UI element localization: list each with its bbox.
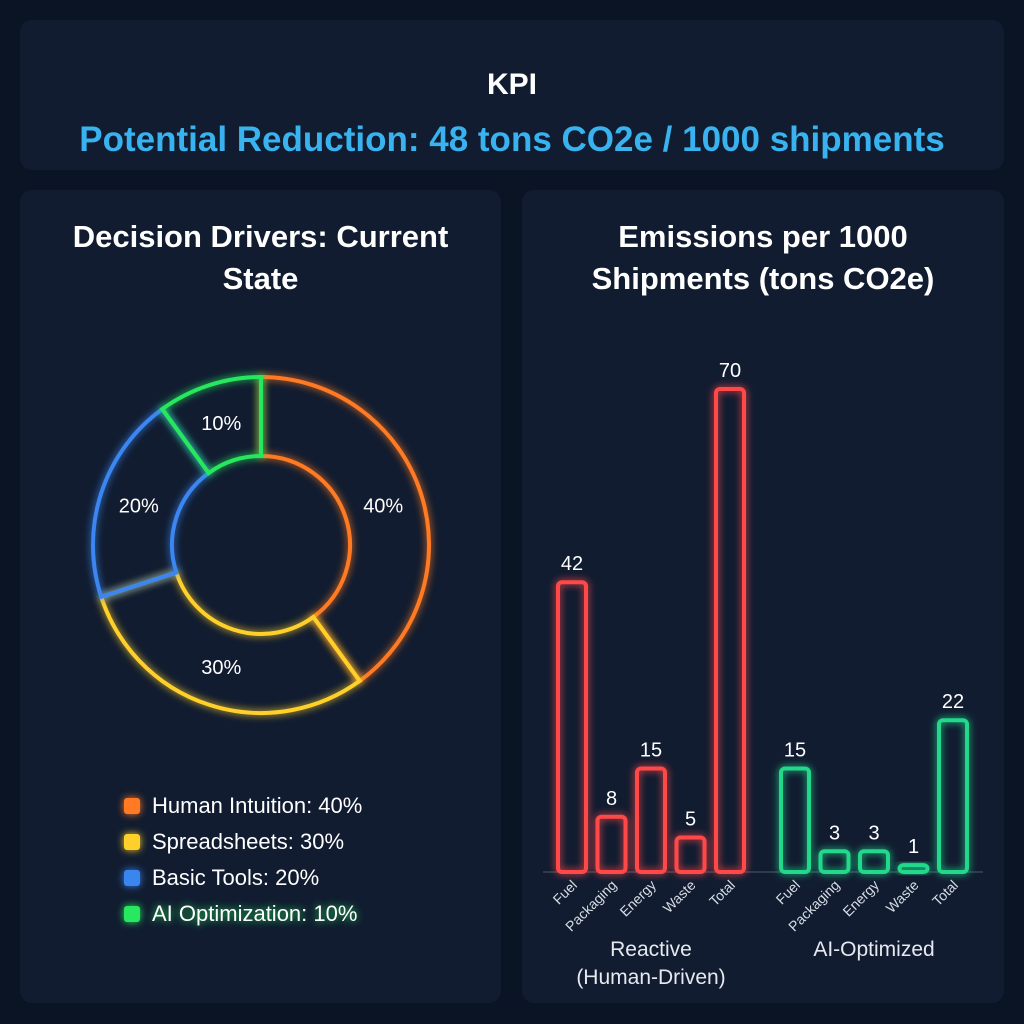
donut-slice-label: 40% (363, 495, 403, 517)
bar-value-label: 1 (908, 836, 919, 858)
bar-value-label: 42 (561, 553, 583, 575)
bar-fuel (556, 580, 588, 874)
bar-value-label: 22 (942, 691, 964, 713)
donut-chart: 40% 30% 20% 10% (91, 374, 431, 715)
bar-value-label: 3 (868, 822, 879, 844)
bar-packaging (818, 849, 851, 874)
donut-slice-basic-tools (91, 406, 212, 600)
kpi-title: KPI (486, 68, 537, 101)
group-label: Reactive (610, 938, 692, 961)
bar-value-label: 15 (640, 740, 662, 762)
bar-value-label: 15 (784, 740, 806, 762)
bar-title-line1: Emissions per 1000 (618, 219, 908, 254)
bar-packaging (595, 814, 628, 874)
decision-drivers-panel: Decision Drivers: Current State 40% 30% 20… (20, 190, 501, 1003)
bar-value-label: 8 (606, 788, 617, 810)
legend-swatch (124, 906, 140, 922)
bar-chart: 42Fuel8Packaging15Energy5Waste70TotalRea… (543, 360, 983, 989)
legend-swatch (124, 798, 140, 814)
kpi-panel: KPI Potential Reduction: 48 tons CO2e / … (20, 20, 1004, 170)
legend-label: AI Optimization: 10% (152, 901, 358, 926)
donut-title: Decision Drivers: Current State (20, 216, 501, 300)
donut-title-line2: State (222, 261, 299, 296)
category-label: Total (706, 877, 738, 909)
legend-item: Human Intuition: 40% (124, 788, 362, 824)
donut-legend: Human Intuition: 40% Spreadsheets: 30% Bas… (124, 788, 362, 932)
donut-slice-ai-optimization (159, 374, 263, 476)
legend-label: Spreadsheets: 30% (152, 829, 345, 854)
category-label: Energy (839, 877, 882, 920)
legend-item: AI Optimization: 10% (124, 896, 362, 932)
group-label: AI-Optimized (813, 938, 934, 961)
category-label: Waste (883, 877, 922, 916)
group-label-line2: (Human-Driven) (576, 966, 725, 989)
bar-total (714, 387, 746, 874)
bar-total (937, 718, 969, 875)
donut-title-line1: Decision Drivers: Current (72, 219, 449, 254)
emissions-panel: Emissions per 1000 Shipments (tons CO2e)… (522, 190, 1004, 1003)
kpi-value: Potential Reduction: 48 tons CO2e / 1000… (79, 120, 945, 159)
category-label: Energy (616, 877, 659, 920)
bar-waste (674, 835, 707, 874)
category-label: Fuel (773, 877, 804, 908)
legend-label: Basic Tools: 20% (152, 865, 320, 890)
legend-label: Human Intuition: 40% (152, 793, 363, 818)
category-label: Total (929, 877, 961, 909)
donut-slice-label: 30% (201, 657, 241, 679)
bar-energy (635, 766, 667, 874)
legend-item: Spreadsheets: 30% (124, 824, 362, 860)
legend-swatch (124, 834, 140, 850)
legend-swatch (124, 870, 140, 886)
donut-slice-human-intuition (259, 374, 431, 684)
category-label: Fuel (550, 877, 581, 908)
bar-waste (897, 863, 930, 874)
bar-value-label: 5 (685, 809, 696, 831)
bar-title: Emissions per 1000 Shipments (tons CO2e) (522, 216, 1004, 300)
donut-slice-label: 20% (119, 495, 159, 517)
bar-value-label: 3 (829, 822, 840, 844)
bar-fuel (779, 766, 811, 874)
donut-slice-spreadsheets (98, 569, 363, 715)
bar-value-label: 70 (719, 360, 741, 382)
bar-title-line2: Shipments (tons CO2e) (591, 261, 935, 296)
donut-slice-label: 10% (201, 413, 241, 435)
legend-item: Basic Tools: 20% (124, 860, 362, 896)
bar-energy (858, 849, 890, 874)
category-label: Waste (660, 877, 699, 916)
